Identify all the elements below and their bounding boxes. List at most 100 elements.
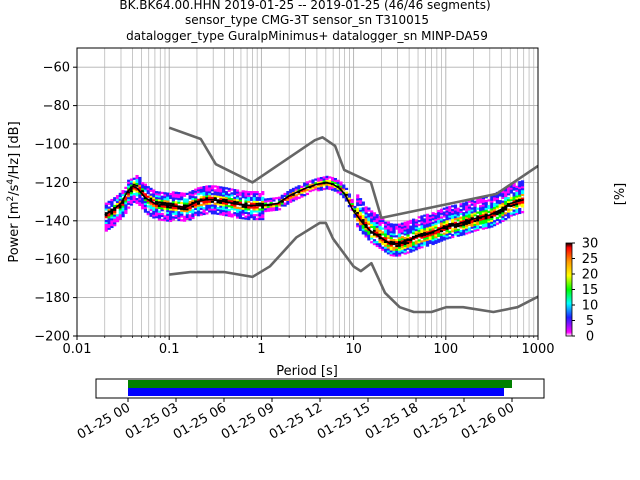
histogram-cell	[202, 210, 206, 214]
histogram-cell	[356, 211, 360, 214]
histogram-cell	[442, 232, 446, 235]
y-tick-label: −80	[43, 99, 70, 114]
histogram-cell	[205, 193, 209, 196]
histogram-cell	[481, 208, 486, 211]
histogram-cell	[196, 202, 201, 205]
histogram-cell	[213, 206, 217, 209]
histogram-cell	[233, 189, 237, 192]
histogram-cell	[476, 223, 480, 226]
histogram-cell	[249, 191, 254, 194]
histogram-cell	[141, 197, 145, 200]
histogram-cell	[328, 176, 332, 179]
histogram-cell	[236, 189, 240, 192]
histogram-cell	[311, 181, 315, 184]
histogram-cell	[518, 190, 522, 193]
histogram-cell	[227, 189, 231, 192]
histogram-cell	[104, 221, 108, 224]
histogram-cell	[113, 212, 117, 215]
histogram-cell	[336, 191, 340, 194]
histogram-cell	[425, 238, 430, 241]
histogram-cell	[249, 216, 254, 219]
psd-histogram	[104, 174, 525, 257]
histogram-cell	[152, 191, 156, 194]
histogram-cell	[495, 193, 499, 197]
histogram-cell	[492, 222, 497, 225]
histogram-cell	[423, 239, 427, 242]
histogram-cell	[194, 207, 198, 211]
histogram-cell	[358, 207, 363, 210]
histogram-cell	[495, 199, 499, 202]
histogram-cell	[414, 226, 418, 230]
histogram-cell	[420, 223, 424, 226]
histogram-cell	[261, 206, 265, 209]
histogram-cell	[289, 196, 293, 200]
histogram-cell	[227, 197, 231, 200]
histogram-cell	[509, 185, 513, 188]
histogram-cell	[149, 189, 153, 192]
histogram-cell	[258, 202, 262, 205]
histogram-cell	[155, 210, 159, 213]
histogram-cell	[473, 221, 477, 225]
histogram-cell	[356, 207, 360, 211]
histogram-cell	[303, 182, 307, 185]
histogram-cell	[462, 215, 466, 219]
histogram-cell	[317, 185, 321, 188]
histogram-cell	[498, 202, 502, 205]
histogram-cell	[473, 200, 477, 203]
histogram-cell	[398, 248, 402, 251]
histogram-cell	[356, 223, 360, 226]
histogram-cell	[456, 209, 460, 212]
histogram-cell	[241, 209, 245, 212]
histogram-cell	[138, 194, 142, 197]
histogram-cell	[177, 197, 181, 200]
histogram-cell	[252, 200, 256, 203]
histogram-cell	[180, 219, 184, 222]
histogram-cell	[364, 231, 368, 234]
histogram-cell	[157, 212, 162, 215]
histogram-cell	[182, 204, 187, 207]
histogram-cell	[129, 203, 134, 206]
histogram-cell	[375, 229, 379, 232]
histogram-cell	[227, 210, 231, 214]
histogram-cell	[157, 210, 162, 213]
histogram-cell	[520, 191, 525, 195]
histogram-cell	[428, 239, 432, 243]
histogram-cell	[213, 191, 217, 194]
histogram-cell	[261, 196, 265, 200]
histogram-cell	[512, 186, 516, 189]
histogram-cell	[370, 220, 374, 223]
histogram-cell	[104, 214, 108, 217]
histogram-cell	[208, 189, 212, 192]
histogram-cell	[107, 212, 111, 215]
histogram-cell	[456, 228, 460, 232]
histogram-cell	[506, 193, 511, 196]
lower-noise-model-line	[169, 221, 538, 314]
histogram-cell	[361, 211, 365, 214]
histogram-cell	[370, 237, 374, 240]
histogram-cell	[518, 181, 522, 184]
histogram-cell	[163, 196, 167, 199]
histogram-cell	[372, 235, 377, 238]
histogram-cell	[409, 242, 413, 246]
colorbar-tick-label: 0	[586, 330, 594, 345]
histogram-cell	[247, 212, 251, 215]
histogram-cell	[297, 189, 301, 192]
histogram-cell	[481, 212, 486, 215]
histogram-cell	[219, 211, 223, 214]
histogram-cell	[227, 205, 231, 208]
histogram-cell	[244, 200, 248, 203]
histogram-cell	[462, 231, 466, 234]
histogram-cell	[392, 252, 396, 255]
histogram-cell	[506, 187, 511, 190]
histogram-cell	[303, 194, 307, 197]
histogram-cell	[381, 246, 385, 249]
histogram-cell	[389, 234, 393, 238]
histogram-cell	[194, 213, 198, 216]
histogram-cell	[378, 242, 382, 246]
histogram-cell	[409, 227, 413, 230]
histogram-cell	[188, 202, 192, 206]
histogram-cell	[210, 200, 215, 203]
histogram-cell	[272, 205, 276, 208]
histogram-cell	[465, 224, 469, 227]
histogram-cell	[191, 201, 195, 204]
